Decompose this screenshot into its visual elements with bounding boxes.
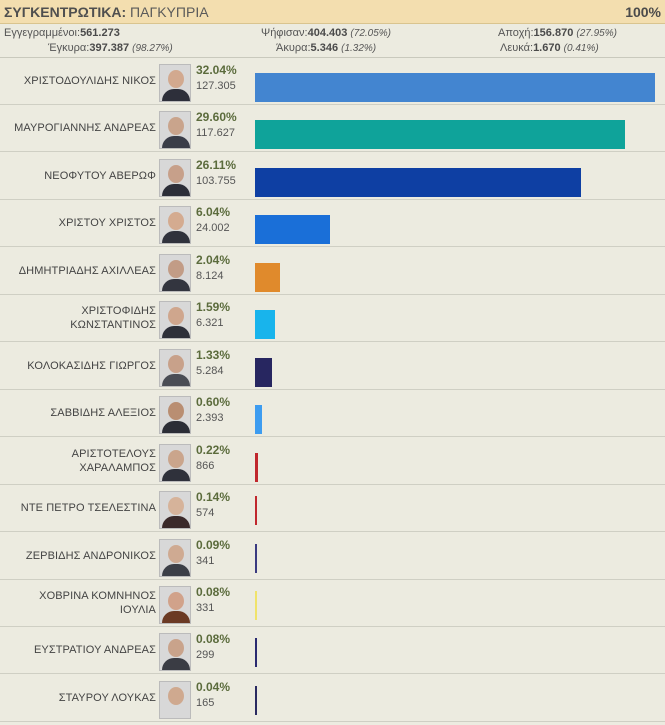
candidate-percentage: 0.08% <box>196 584 231 599</box>
candidate-name: ΧΟΒΡΙΝΑ ΚΟΜΝΗΝΟΣ ΙΟΥΛΙΑ <box>39 589 156 616</box>
candidate-photo <box>159 206 191 245</box>
candidate-percentage: 0.09% <box>196 537 231 552</box>
candidate-percentage: 1.59% <box>196 300 231 315</box>
header-title-region: ΠΑΓΚΥΠΡΙΑ <box>130 3 209 20</box>
candidate-name: ΔΗΜΗΤΡΙΑΔΗΣ ΑΧΙΛΛΕΑΣ <box>18 264 156 277</box>
candidate-percentage: 0.14% <box>196 490 231 505</box>
candidate-name: ΣΑΒΒΙΔΗΣ ΑΛΕΞΙΟΣ <box>50 407 156 420</box>
result-bar <box>255 310 275 340</box>
candidate-photo <box>159 396 191 435</box>
candidate-name: ΝΤΕ ΠΕΤΡΟ ΤΣΕΛΕΣΤΙΝΑ <box>20 502 156 515</box>
candidate-votes: 299 <box>196 649 215 662</box>
candidate-percentage: 0.08% <box>196 632 231 647</box>
candidate-photo <box>159 253 191 292</box>
candidate-row: ΔΗΜΗΤΡΙΑΔΗΣ ΑΧΙΛΛΕΑΣ 2.04% 8.124 <box>0 248 665 295</box>
candidate-photo <box>159 348 191 387</box>
header-title: ΣΥΓΚΕΝΤΡΩΤΙΚΑ: ΠΑΓΚΥΠΡΙΑ <box>4 4 209 20</box>
candidate-photo <box>159 111 191 150</box>
candidate-photo <box>159 538 191 577</box>
invalid-stat: Άκυρα:5.346 (1.32%) <box>276 42 377 54</box>
summary-header: ΣΥΓΚΕΝΤΡΩΤΙΚΑ: ΠΑΓΚΥΠΡΙΑ 100% <box>0 0 665 24</box>
candidate-name: ΧΡΙΣΤΟΦΙΔΗΣ ΚΩΝΣΤΑΝΤΙΝΟΣ <box>70 305 156 332</box>
result-bar <box>255 120 625 150</box>
candidate-percentage: 2.04% <box>196 252 231 267</box>
candidate-photo <box>159 680 191 719</box>
candidate-photo <box>159 585 191 624</box>
result-bar <box>255 685 257 715</box>
candidate-row: ΧΡΙΣΤΟΦΙΔΗΣ ΚΩΝΣΤΑΝΤΙΝΟΣ 1.59% 6.321 <box>0 295 665 343</box>
candidate-votes: 574 <box>196 507 215 520</box>
candidate-percentage: 0.60% <box>196 395 231 410</box>
result-bar <box>255 496 257 526</box>
candidate-name: ΝΕΟΦΥΤΟΥ ΑΒΕΡΩΦ <box>44 169 156 182</box>
candidate-name: ΜΑΥΡΟΓΙΑΝΝΗΣ ΑΝΔΡΕΑΣ <box>14 122 156 135</box>
registered-stat: Εγγεγραμμένοι:561.273 <box>4 27 120 39</box>
candidate-row: ΕΥΣΤΡΑΤΙΟΥ ΑΝΔΡΕΑΣ 0.08% 299 <box>0 627 665 675</box>
candidate-votes: 5.284 <box>196 364 224 377</box>
candidate-name: ΧΡΙΣΤΟΔΟΥΛΙΔΗΣ ΝΙΚΟΣ <box>23 75 156 87</box>
candidate-percentage: 26.11% <box>196 157 237 172</box>
turnout-stats: Εγγεγραμμένοι:561.273 Ψήφισαν:404.403 (7… <box>0 24 665 58</box>
candidate-percentage: 0.22% <box>196 442 231 457</box>
candidate-row: ΣΑΒΒΙΔΗΣ ΑΛΕΞΙΟΣ 0.60% 2.393 <box>0 390 665 438</box>
candidate-row: ΑΡΙΣΤΟΤΕΛΟΥΣ ΧΑΡΑΛΑΜΠΟΣ 0.22% 866 <box>0 438 665 485</box>
candidate-name: ΖΕΡΒΙΔΗΣ ΑΝΔΡΟΝΙΚΟΣ <box>25 549 156 562</box>
candidate-row: ΖΕΡΒΙΔΗΣ ΑΝΔΡΟΝΙΚΟΣ 0.09% 341 <box>0 533 665 580</box>
result-bar <box>255 638 257 668</box>
header-title-bold: ΣΥΓΚΕΝΤΡΩΤΙΚΑ: <box>4 3 127 20</box>
candidate-votes: 127.305 <box>196 80 236 92</box>
candidate-votes: 117.627 <box>196 127 235 140</box>
result-bar <box>255 73 655 102</box>
result-bar <box>255 452 258 482</box>
candidate-name: ΚΟΛΟΚΑΣΙΔΗΣ ΓΙΩΡΓΟΣ <box>27 359 156 372</box>
candidate-percentage: 6.04% <box>196 205 231 220</box>
candidate-row: ΧΟΒΡΙΝΑ ΚΟΜΝΗΝΟΣ ΙΟΥΛΙΑ 0.08% 331 <box>0 580 665 627</box>
candidate-name: ΧΡΙΣΤΟΥ ΧΡΙΣΤΟΣ <box>58 217 156 230</box>
candidate-photo <box>159 158 191 197</box>
voted-stat: Ψήφισαν:404.403 (72.05%) <box>261 27 391 39</box>
candidate-percentage: 1.33% <box>196 347 231 362</box>
candidate-row: ΝΤΕ ΠΕΤΡΟ ΤΣΕΛΕΣΤΙΝΑ 0.14% 574 <box>0 485 665 533</box>
result-bar <box>255 167 581 197</box>
candidate-row: ΣΤΑΥΡΟΥ ΛΟΥΚΑΣ 0.04% 165 <box>0 675 665 722</box>
candidate-row: ΜΑΥΡΟΓΙΑΝΝΗΣ ΑΝΔΡΕΑΣ 29.60% 117.627 <box>0 105 665 153</box>
candidate-row: ΚΟΛΟΚΑΣΙΔΗΣ ΓΙΩΡΓΟΣ 1.33% 5.284 <box>0 343 665 390</box>
candidate-name: ΕΥΣΤΡΑΤΙΟΥ ΑΝΔΡΕΑΣ <box>33 644 156 657</box>
candidate-name: ΣΤΑΥΡΟΥ ΛΟΥΚΑΣ <box>58 691 156 704</box>
candidate-photo <box>159 301 191 340</box>
result-bar <box>255 215 331 245</box>
result-bar <box>255 262 281 292</box>
candidate-votes: 2.393 <box>196 412 224 425</box>
candidate-votes: 8.124 <box>196 269 224 282</box>
result-bar <box>255 405 263 435</box>
candidate-votes: 165 <box>196 696 215 709</box>
candidate-row: ΧΡΙΣΤΟΔΟΥΛΙΔΗΣ ΝΙΚΟΣ 32.04% 127.305 <box>0 58 665 105</box>
result-bar <box>255 543 257 573</box>
candidate-photo <box>159 633 191 672</box>
candidate-percentage: 29.60% <box>196 110 237 125</box>
candidate-percentage: 32.04% <box>196 63 237 77</box>
candidate-votes: 341 <box>196 554 215 567</box>
candidate-percentage: 0.04% <box>196 679 231 694</box>
candidate-votes: 24.002 <box>196 222 230 235</box>
result-bar <box>255 357 272 387</box>
candidate-photo <box>159 64 191 102</box>
result-bar <box>255 590 257 620</box>
valid-stat: Έγκυρα:397.387 (98.27%) <box>48 42 173 54</box>
counting-progress: 100% <box>625 3 661 20</box>
candidate-votes: 866 <box>196 459 215 472</box>
candidate-votes: 331 <box>196 601 215 614</box>
candidate-votes: 6.321 <box>196 317 224 330</box>
candidate-row: ΝΕΟΦΥΤΟΥ ΑΒΕΡΩΦ 26.11% 103.755 <box>0 153 665 200</box>
candidate-photo <box>159 491 191 530</box>
candidate-photo <box>159 443 191 482</box>
candidate-row: ΧΡΙΣΤΟΥ ΧΡΙΣΤΟΣ 6.04% 24.002 <box>0 200 665 248</box>
candidate-votes: 103.755 <box>196 174 236 187</box>
abstain-stat: Αποχή:156.870 (27.95%) <box>498 27 617 39</box>
candidate-name: ΑΡΙΣΤΟΤΕΛΟΥΣ ΧΑΡΑΛΑΜΠΟΣ <box>71 447 156 474</box>
blank-stat: Λευκά:1.670 (0.41%) <box>500 42 599 54</box>
